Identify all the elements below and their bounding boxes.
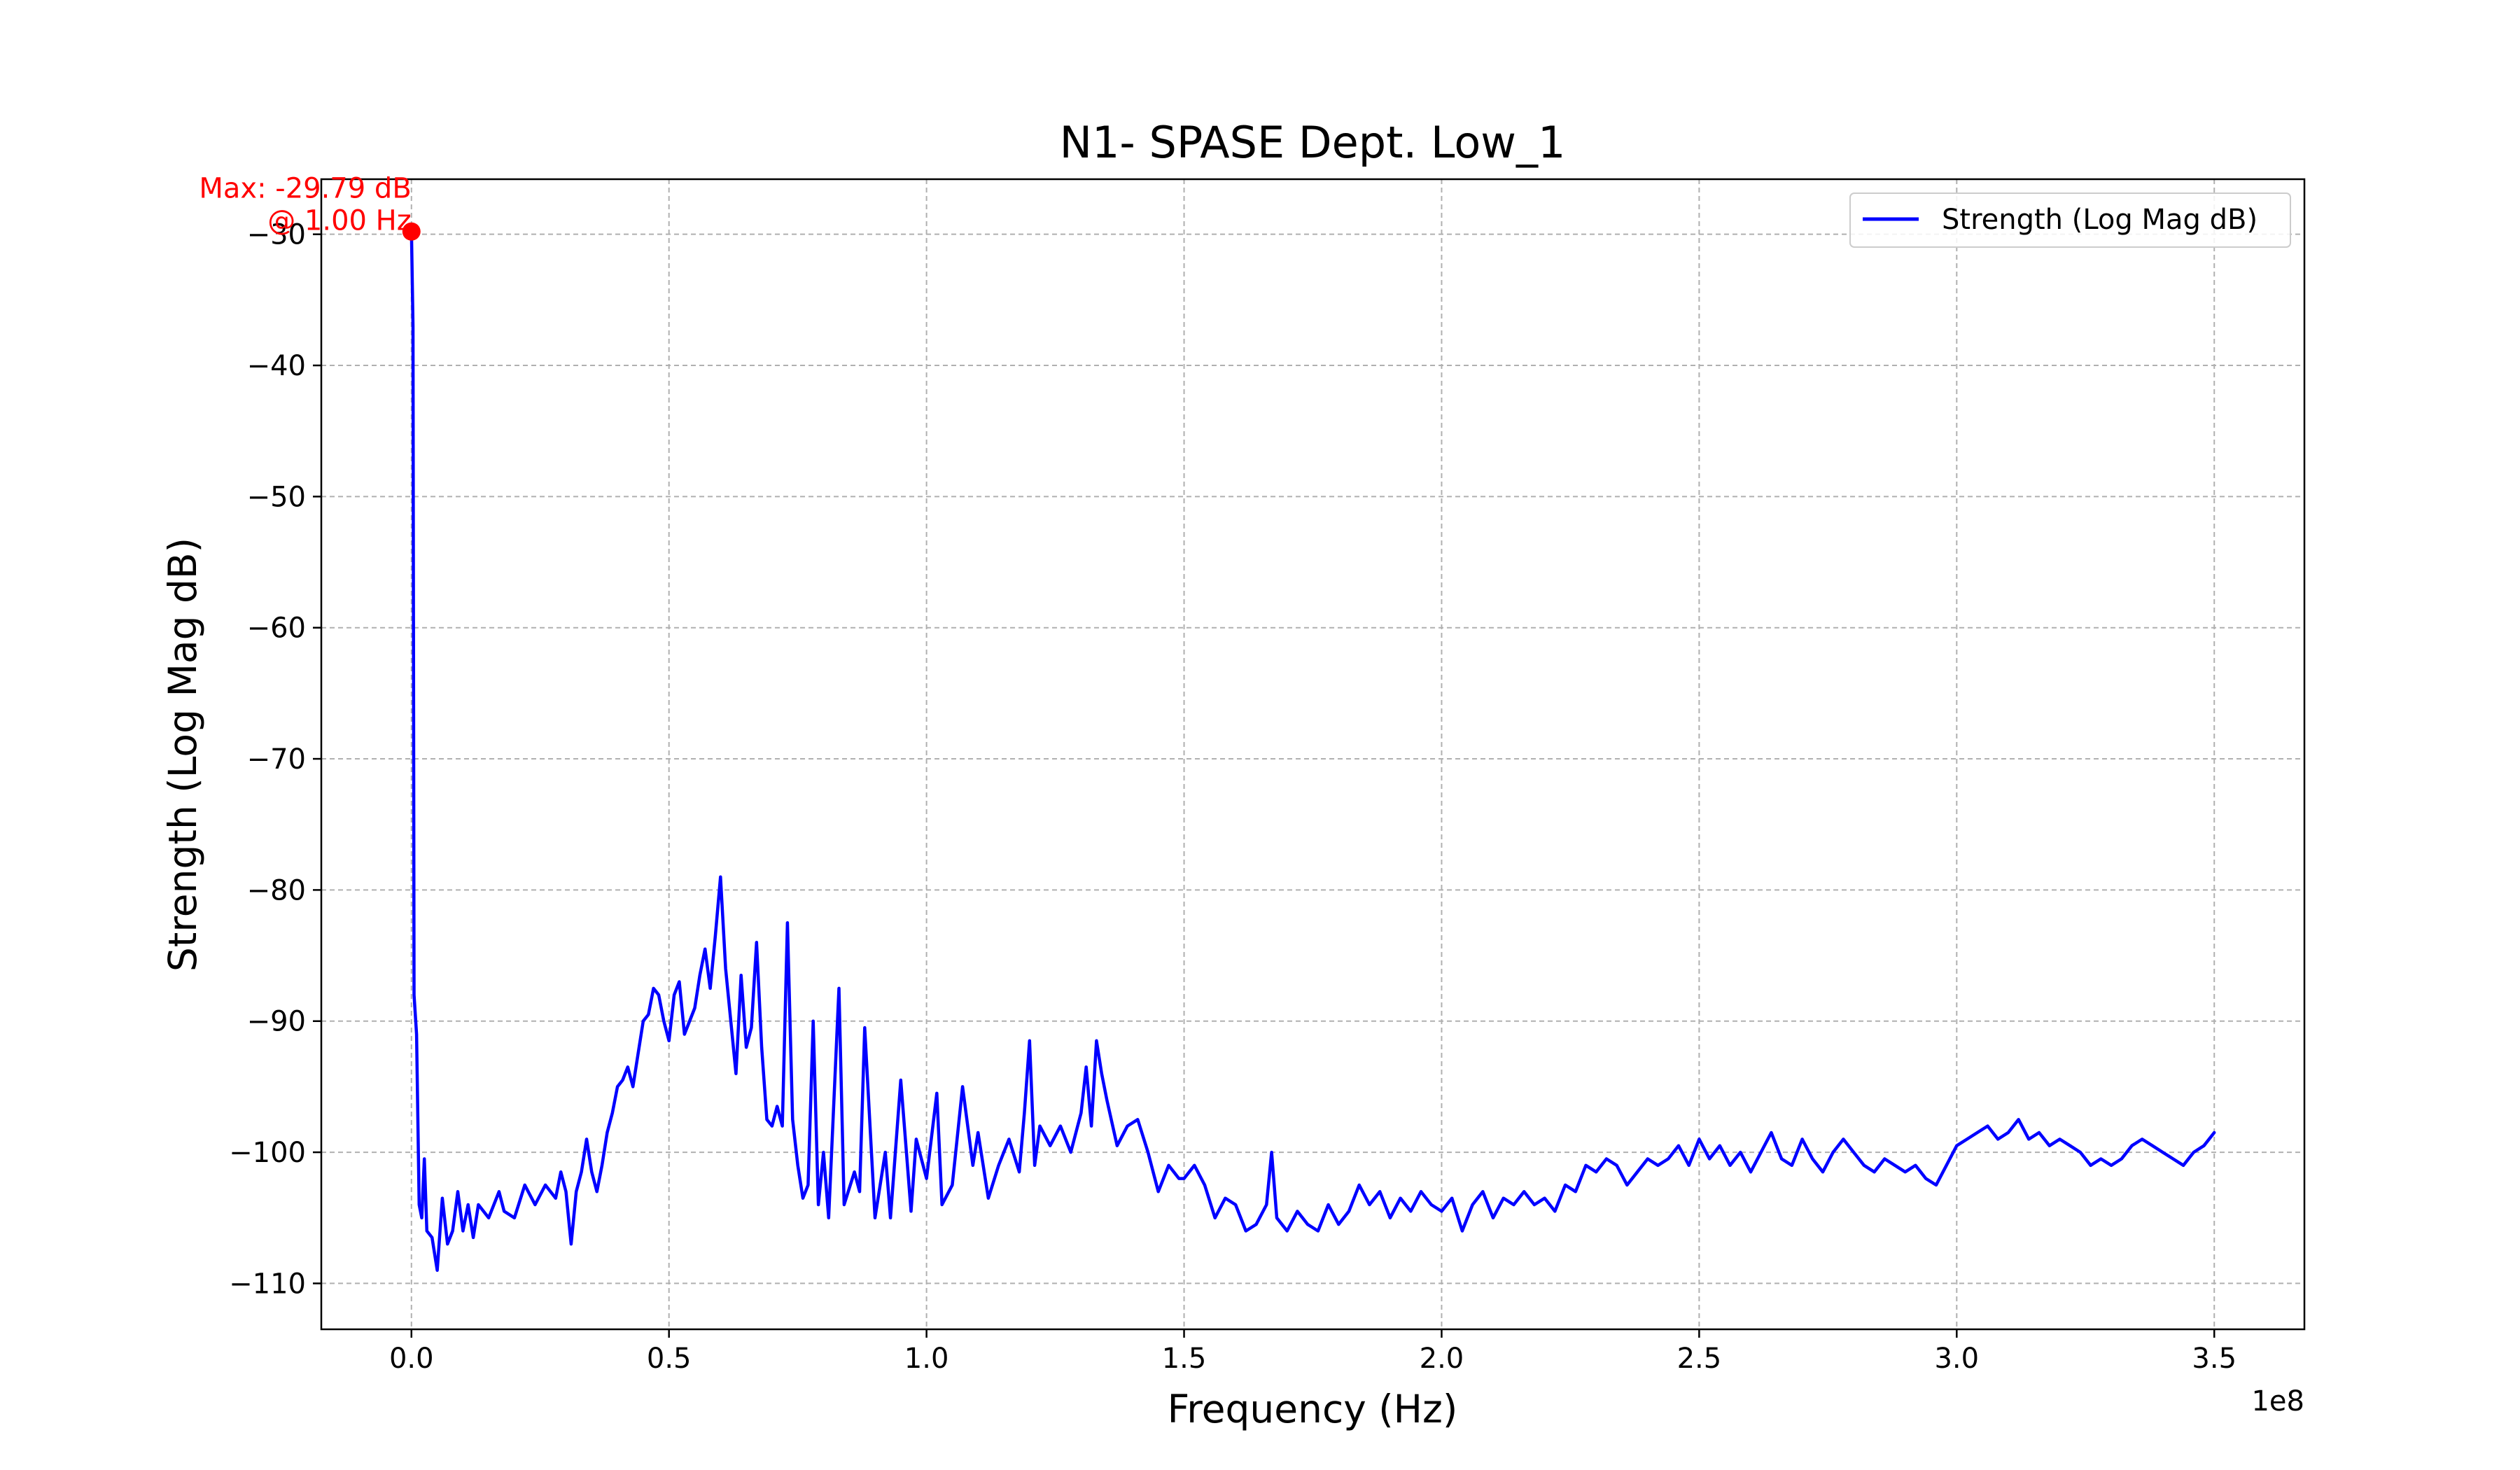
chart-title: N1- SPASE Dept. Low_1 (1060, 117, 1566, 168)
y-tick-label: −90 (247, 1006, 306, 1038)
tick-layer: 0.0 0.5 1.0 1.5 2.0 2.5 3.0 3.5 −30 −40 −50 −60 −70 −… (229, 219, 2236, 1375)
y-tick-label: −50 (247, 481, 306, 513)
legend-entry-label: Strength (Log Mag dB) (1942, 204, 2258, 236)
max-annotation-frequency: @ 1.00 Hz (267, 205, 412, 237)
series-layer (410, 230, 2216, 1272)
x-tick-label: 3.5 (2192, 1343, 2236, 1375)
x-tick-label: 3.0 (1934, 1343, 1979, 1375)
y-tick-label: −30 (247, 219, 306, 251)
y-tick-label: −110 (229, 1268, 306, 1300)
x-tick-label: 0.0 (389, 1343, 434, 1375)
y-tick-label: −100 (229, 1137, 306, 1169)
plot-frame (320, 178, 2306, 1331)
grid-layer (321, 179, 2304, 1329)
x-tick-label: 2.5 (1677, 1343, 1722, 1375)
x-tick-label: 1.0 (904, 1343, 949, 1375)
y-tick-label: −70 (247, 743, 306, 776)
y-tick-label: −40 (247, 350, 306, 382)
y-tick-label: −60 (247, 612, 306, 645)
x-tick-label: 2.0 (1420, 1343, 1464, 1375)
x-axis-offset-label: 1e8 (2251, 1385, 2304, 1418)
max-marker (402, 222, 421, 241)
legend: Strength (Log Mag dB) (1849, 192, 2291, 248)
x-axis-label: Frequency (Hz) (1168, 1387, 1458, 1432)
x-tick-label: 0.5 (647, 1343, 692, 1375)
max-annotation-value: Max: -29.79 dB (199, 173, 411, 205)
y-tick-label: −80 (247, 874, 306, 906)
y-axis-label: Strength (Log Mag dB) (160, 538, 205, 972)
max-annotation: Max: -29.79 dB @ 1.00 Hz (199, 173, 421, 241)
x-tick-label: 1.5 (1162, 1343, 1207, 1375)
series-line (410, 230, 2216, 1272)
legend-box (1849, 192, 2291, 248)
